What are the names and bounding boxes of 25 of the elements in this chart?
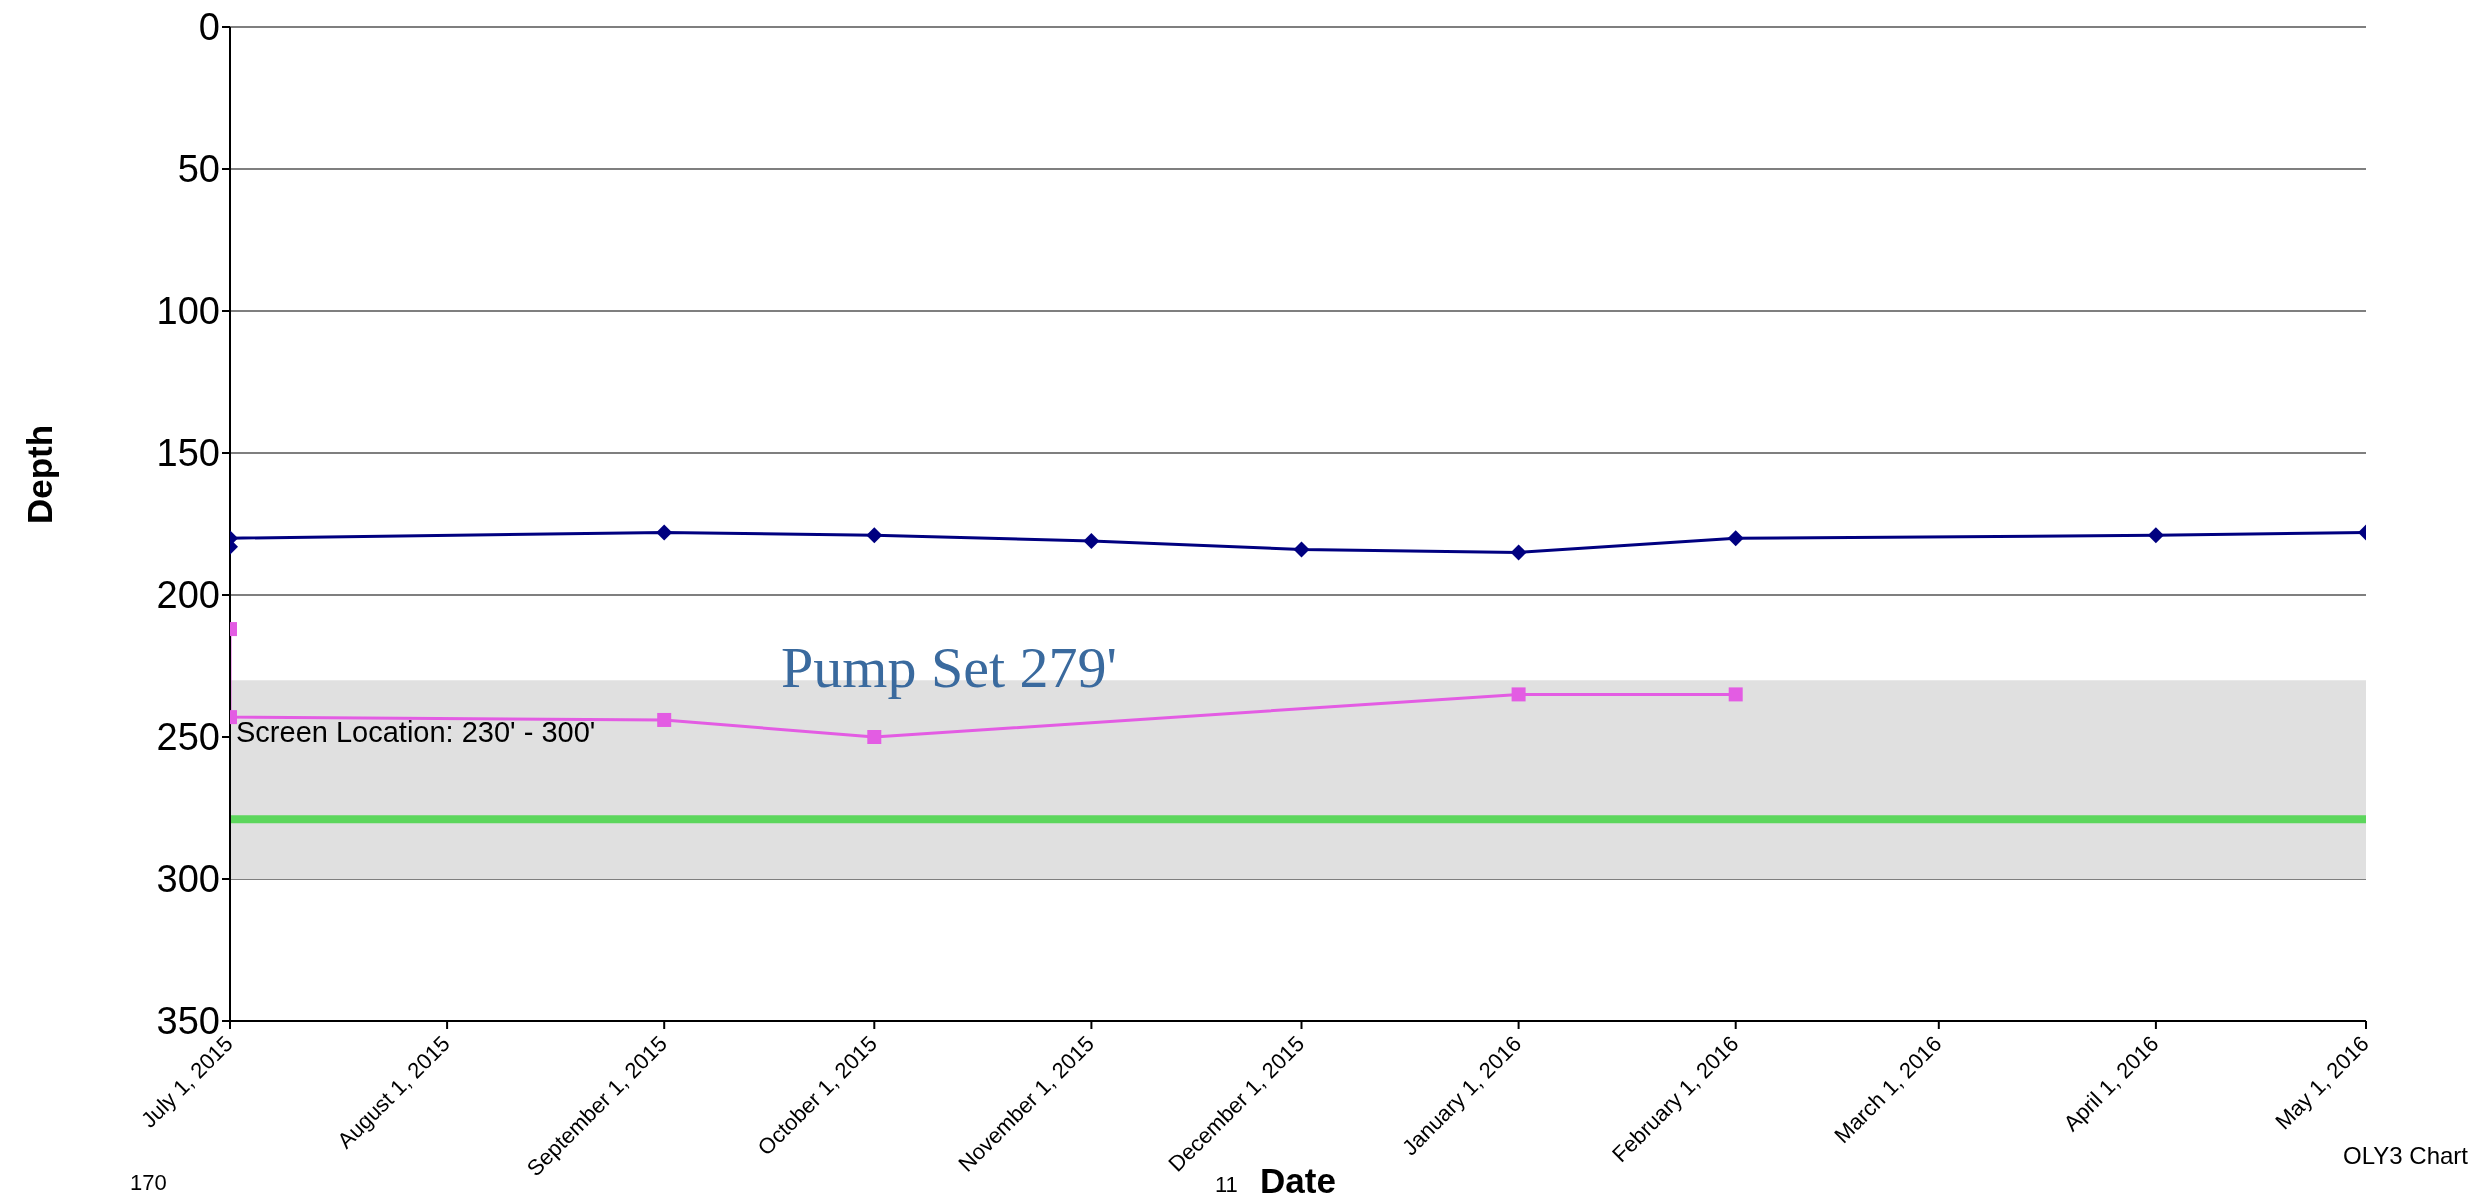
point [2147,527,2164,544]
text: 11 [1215,1172,1238,1198]
point [1511,687,1526,702]
y-tick-label: 100 [156,290,220,333]
y-axis-title: Depth [20,424,60,524]
point [866,527,883,544]
y-tick-label: 200 [156,574,220,617]
point [1727,530,1744,547]
x-axis-title: Date [1260,1161,1336,1200]
point [1293,541,1310,558]
y-tick-label: 150 [156,432,220,475]
text: OLY3 Chart [2343,1142,2468,1170]
y-tick-label: 0 [198,6,220,49]
ref-line-label: Pump Set 279' [781,635,1118,701]
text: 170 [130,1170,167,1196]
point [656,524,673,541]
y-tick-label: 50 [177,148,220,191]
point [867,730,882,744]
band-label: Screen Location: 230' - 300' [236,716,596,749]
y-tick-label: 300 [156,858,220,901]
point [657,712,672,727]
point [1083,533,1100,550]
y-tick-label: 250 [156,716,220,759]
point [1728,687,1743,702]
point [1510,544,1527,561]
